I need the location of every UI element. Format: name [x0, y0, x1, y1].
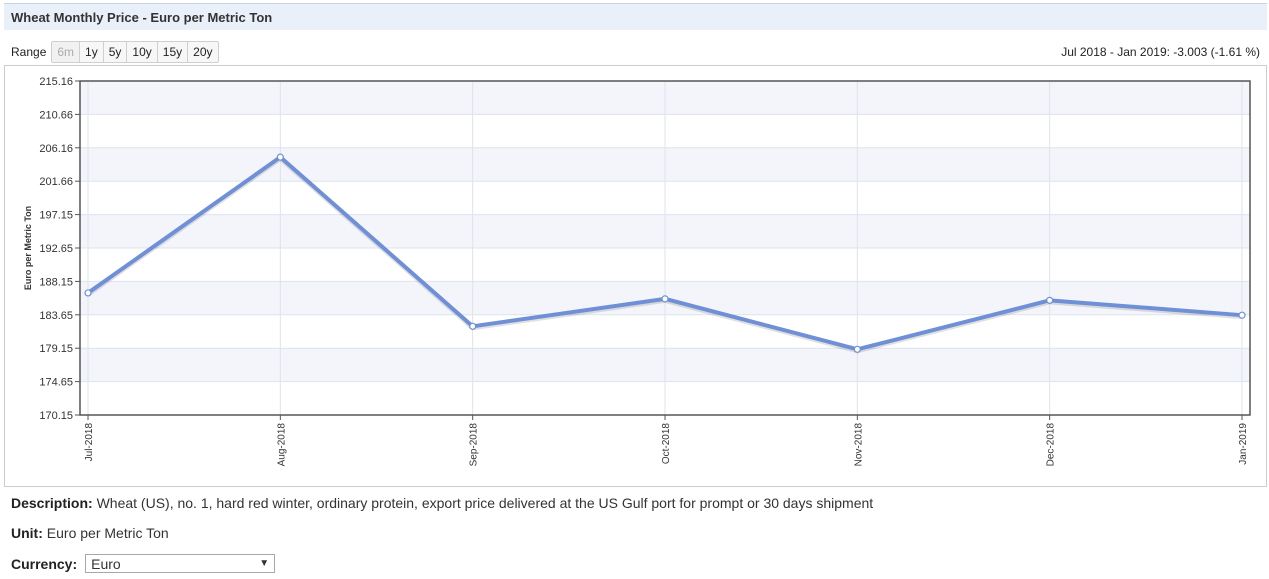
description: Description: Wheat (US), no. 1, hard red…: [11, 495, 873, 511]
range-1y-button[interactable]: 1y: [79, 42, 103, 62]
chevron-down-icon: ▼: [259, 558, 270, 569]
data-point[interactable]: [469, 322, 477, 330]
range-6m-button[interactable]: 6m: [52, 42, 80, 62]
data-point[interactable]: [84, 289, 92, 297]
range-5y-button[interactable]: 5y: [102, 42, 127, 62]
y-axis-label: Euro per Metric Ton: [23, 206, 33, 290]
data-point[interactable]: [853, 345, 861, 353]
y-tick-label: 183.65: [39, 310, 73, 322]
x-axis-ticks: Jul-2018 Aug-2018 Sep-2018 Oct-2018 Nov-2018…: [84, 415, 1249, 466]
y-tick-label: 206.16: [39, 143, 73, 155]
range-selector: Range 6m 1y 5y 10y 15y 20y: [11, 41, 219, 63]
series-group: [84, 153, 1246, 354]
y-tick-label: 215.16: [39, 76, 73, 88]
grid-lines: [80, 80, 1250, 416]
y-axis-ticks: 170.15 174.65 179.15 183.65 188.15 192.65 197.…: [39, 76, 80, 422]
range-20y-button[interactable]: 20y: [187, 42, 218, 62]
change-summary: Jul 2018 - Jan 2019: -3.003 (-1.61 %): [1061, 45, 1260, 59]
data-point[interactable]: [661, 295, 669, 303]
range-10y-button[interactable]: 10y: [126, 42, 157, 62]
y-tick-label: 197.15: [39, 210, 73, 222]
x-tick-label: Dec-2018: [1046, 423, 1057, 467]
range-label: Range: [11, 45, 47, 59]
x-tick-label: Jan-2019: [1238, 423, 1249, 465]
x-tick-label: Sep-2018: [469, 423, 480, 467]
currency-select[interactable]: Euro ▼: [85, 554, 276, 573]
y-tick-label: 174.65: [39, 377, 73, 389]
currency-label: Currency:: [11, 555, 78, 572]
x-tick-label: Nov-2018: [853, 423, 864, 467]
y-tick-label: 179.15: [39, 343, 73, 355]
x-tick-label: Jul-2018: [84, 423, 95, 462]
y-tick-label: 192.65: [39, 243, 73, 255]
unit: Unit: Euro per Metric Ton: [11, 525, 169, 541]
y-tick-label: 210.66: [39, 109, 73, 121]
x-tick-label: Aug-2018: [276, 423, 287, 467]
chart-container: [4, 65, 1267, 487]
description-label: Description:: [11, 495, 93, 511]
y-tick-label: 201.66: [39, 176, 73, 188]
title-bar: Wheat Monthly Price - Euro per Metric To…: [4, 3, 1267, 30]
currency: Currency: Euro ▼: [11, 554, 276, 573]
currency-selected: Euro: [91, 555, 121, 572]
unit-text: Euro per Metric Ton: [46, 525, 169, 541]
unit-label: Unit:: [11, 525, 43, 541]
data-point[interactable]: [276, 153, 284, 161]
chart-title: Wheat Monthly Price - Euro per Metric To…: [11, 10, 273, 25]
x-tick-label: Oct-2018: [661, 423, 672, 465]
range-buttons: 6m 1y 5y 10y 15y 20y: [51, 41, 219, 63]
y-tick-label: 188.15: [39, 276, 73, 288]
line-chart: 170.15 174.65 179.15 183.65 188.15 192.65 197.…: [23, 76, 1251, 466]
description-text: Wheat (US), no. 1, hard red winter, ordi…: [96, 495, 874, 511]
data-point[interactable]: [1238, 311, 1246, 319]
data-point[interactable]: [1046, 296, 1054, 304]
range-15y-button[interactable]: 15y: [156, 42, 188, 62]
y-tick-label: 170.15: [39, 410, 73, 422]
